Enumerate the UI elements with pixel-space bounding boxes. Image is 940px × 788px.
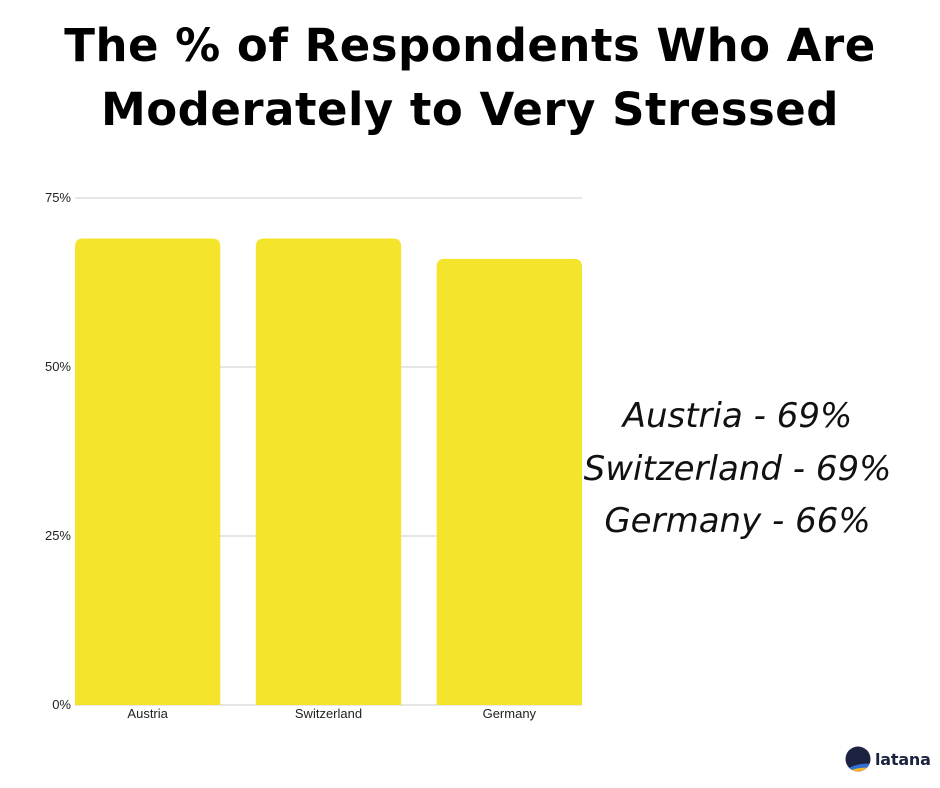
y-tick-label: 50% [45, 359, 71, 374]
bar [436, 258, 582, 705]
annotation-germany: Germany - 66% [604, 501, 871, 541]
x-tick-label: Switzerland [295, 706, 362, 721]
x-tick-label: Austria [127, 706, 168, 721]
y-tick-label: 25% [45, 528, 71, 543]
bar [75, 238, 221, 705]
y-tick-label: 75% [45, 190, 71, 205]
value-annotations: Austria - 69% Switzerland - 69% Germany … [570, 390, 905, 548]
chart-title-line-2: Moderately to Very Stressed [100, 83, 840, 136]
annotation-switzerland: Switzerland - 69% [583, 448, 892, 489]
latana-logo-icon [845, 746, 871, 772]
chart-title-line-1: The % of Respondents Who Are [64, 19, 876, 72]
latana-logo: latana [845, 745, 931, 773]
bar-chart: 0% 25% 50% 75% Austria Switzerland Germany [45, 190, 582, 721]
y-tick-label: 0% [52, 697, 71, 712]
bar [255, 238, 402, 705]
latana-logo-text: latana [875, 749, 931, 769]
annotation-austria: Austria - 69% [622, 396, 853, 436]
x-tick-label: Germany [483, 706, 537, 721]
chart-title: The % of Respondents Who Are Moderately … [0, 14, 940, 142]
